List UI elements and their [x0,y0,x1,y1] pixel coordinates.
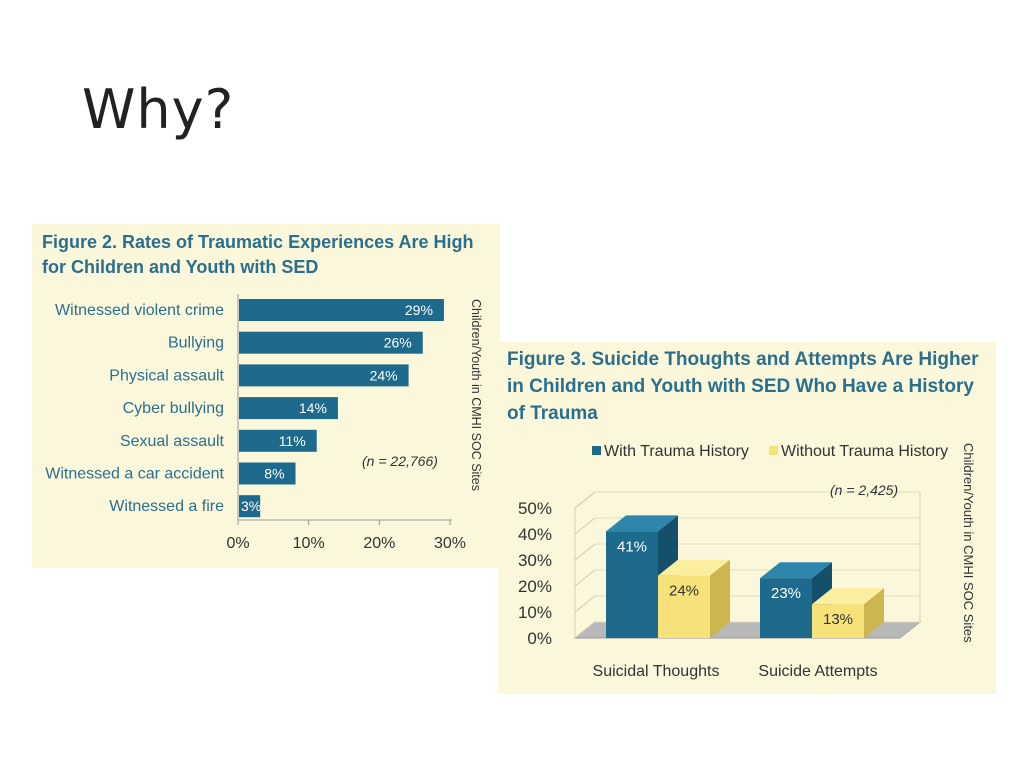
gridline-depth [574,543,596,561]
bar [239,429,317,452]
category-label: Witnessed a car accident [45,466,224,483]
y-tick-label: 10% [518,603,552,622]
figure-2-chart: Witnessed violent crime 29% Bullying 26% Phy… [45,294,483,552]
bar [658,575,710,638]
bar-top [760,562,832,579]
bar [239,462,296,485]
gridline-depth [574,569,596,587]
bar-value-label: 3% [241,498,261,514]
bar-value-label: 29% [405,302,433,318]
bar-top [812,588,884,605]
bar-side [710,559,730,638]
figure-3-panel: Figure 3. Suicide Thoughts and Attempts … [498,342,996,694]
category-label: Suicide Attempts [758,663,877,680]
category-label: Physical assault [109,367,224,384]
legend-swatch [592,446,601,455]
bar [760,578,812,638]
legend-label: With Trauma History [604,443,749,460]
legend-label: Without Trauma History [781,443,948,460]
bar [239,299,444,321]
sample-size-annotation: (n = 2,425) [830,482,898,498]
bar [239,397,338,420]
y-tick-label: 30% [518,551,552,570]
side-label: Children/Youth in CMHI SOC Sites [469,299,483,491]
bar-value-label: 14% [299,400,327,416]
figure-2-title: Figure 2. Rates of Traumatic Experiences… [42,232,474,277]
slide-title: Why? [82,78,235,141]
category-label: Cyber bullying [123,400,224,417]
bar-value-label: 11% [279,433,306,449]
x-tick-label: 10% [293,535,325,552]
side-label: Children/Youth in CMHI SOC Sites [961,443,976,643]
bar [239,364,409,387]
bar-value-label: 8% [264,466,284,482]
sample-size-annotation: (n = 22,766) [362,453,438,469]
bar-value-label: 13% [823,611,853,628]
bar [812,604,864,638]
y-tick-label: 0% [527,629,552,648]
gridline-depth [574,595,596,613]
y-tick-label: 20% [518,577,552,596]
bar-value-label: 23% [771,585,801,602]
bar [239,331,423,354]
gridline-depth [574,491,596,509]
bar-value-label: 24% [669,583,699,600]
gridline-depth [574,517,596,535]
bar-side [864,588,884,638]
bar-value-label: 26% [384,335,412,351]
bar-top [606,515,678,532]
x-tick-label: 20% [363,535,395,552]
figure-3-title: Figure 3. Suicide Thoughts and Attempts … [507,349,979,424]
bar-value-label: 41% [617,538,647,555]
category-label: Bullying [168,335,224,352]
y-tick-label: 50% [518,499,552,518]
category-label: Suicidal Thoughts [593,663,720,680]
category-label: Witnessed violent crime [55,302,224,319]
figure-3-chart: 0% 10% 20% 30% 40% 50% 41% 24% Suicidal Thoughts… [518,443,976,680]
legend-swatch [769,446,778,455]
x-tick-label: 30% [434,535,466,552]
bar-value-label: 24% [370,367,398,383]
category-label: Sexual assault [120,433,225,450]
figure-2-panel: Figure 2. Rates of Traumatic Experiences… [32,224,500,568]
x-tick-label: 0% [226,535,249,552]
bar-top [658,559,730,576]
y-tick-label: 40% [518,525,552,544]
category-label: Witnessed a fire [109,498,224,515]
bar [239,495,261,518]
gridline-depth [574,621,596,639]
bar [606,531,658,638]
